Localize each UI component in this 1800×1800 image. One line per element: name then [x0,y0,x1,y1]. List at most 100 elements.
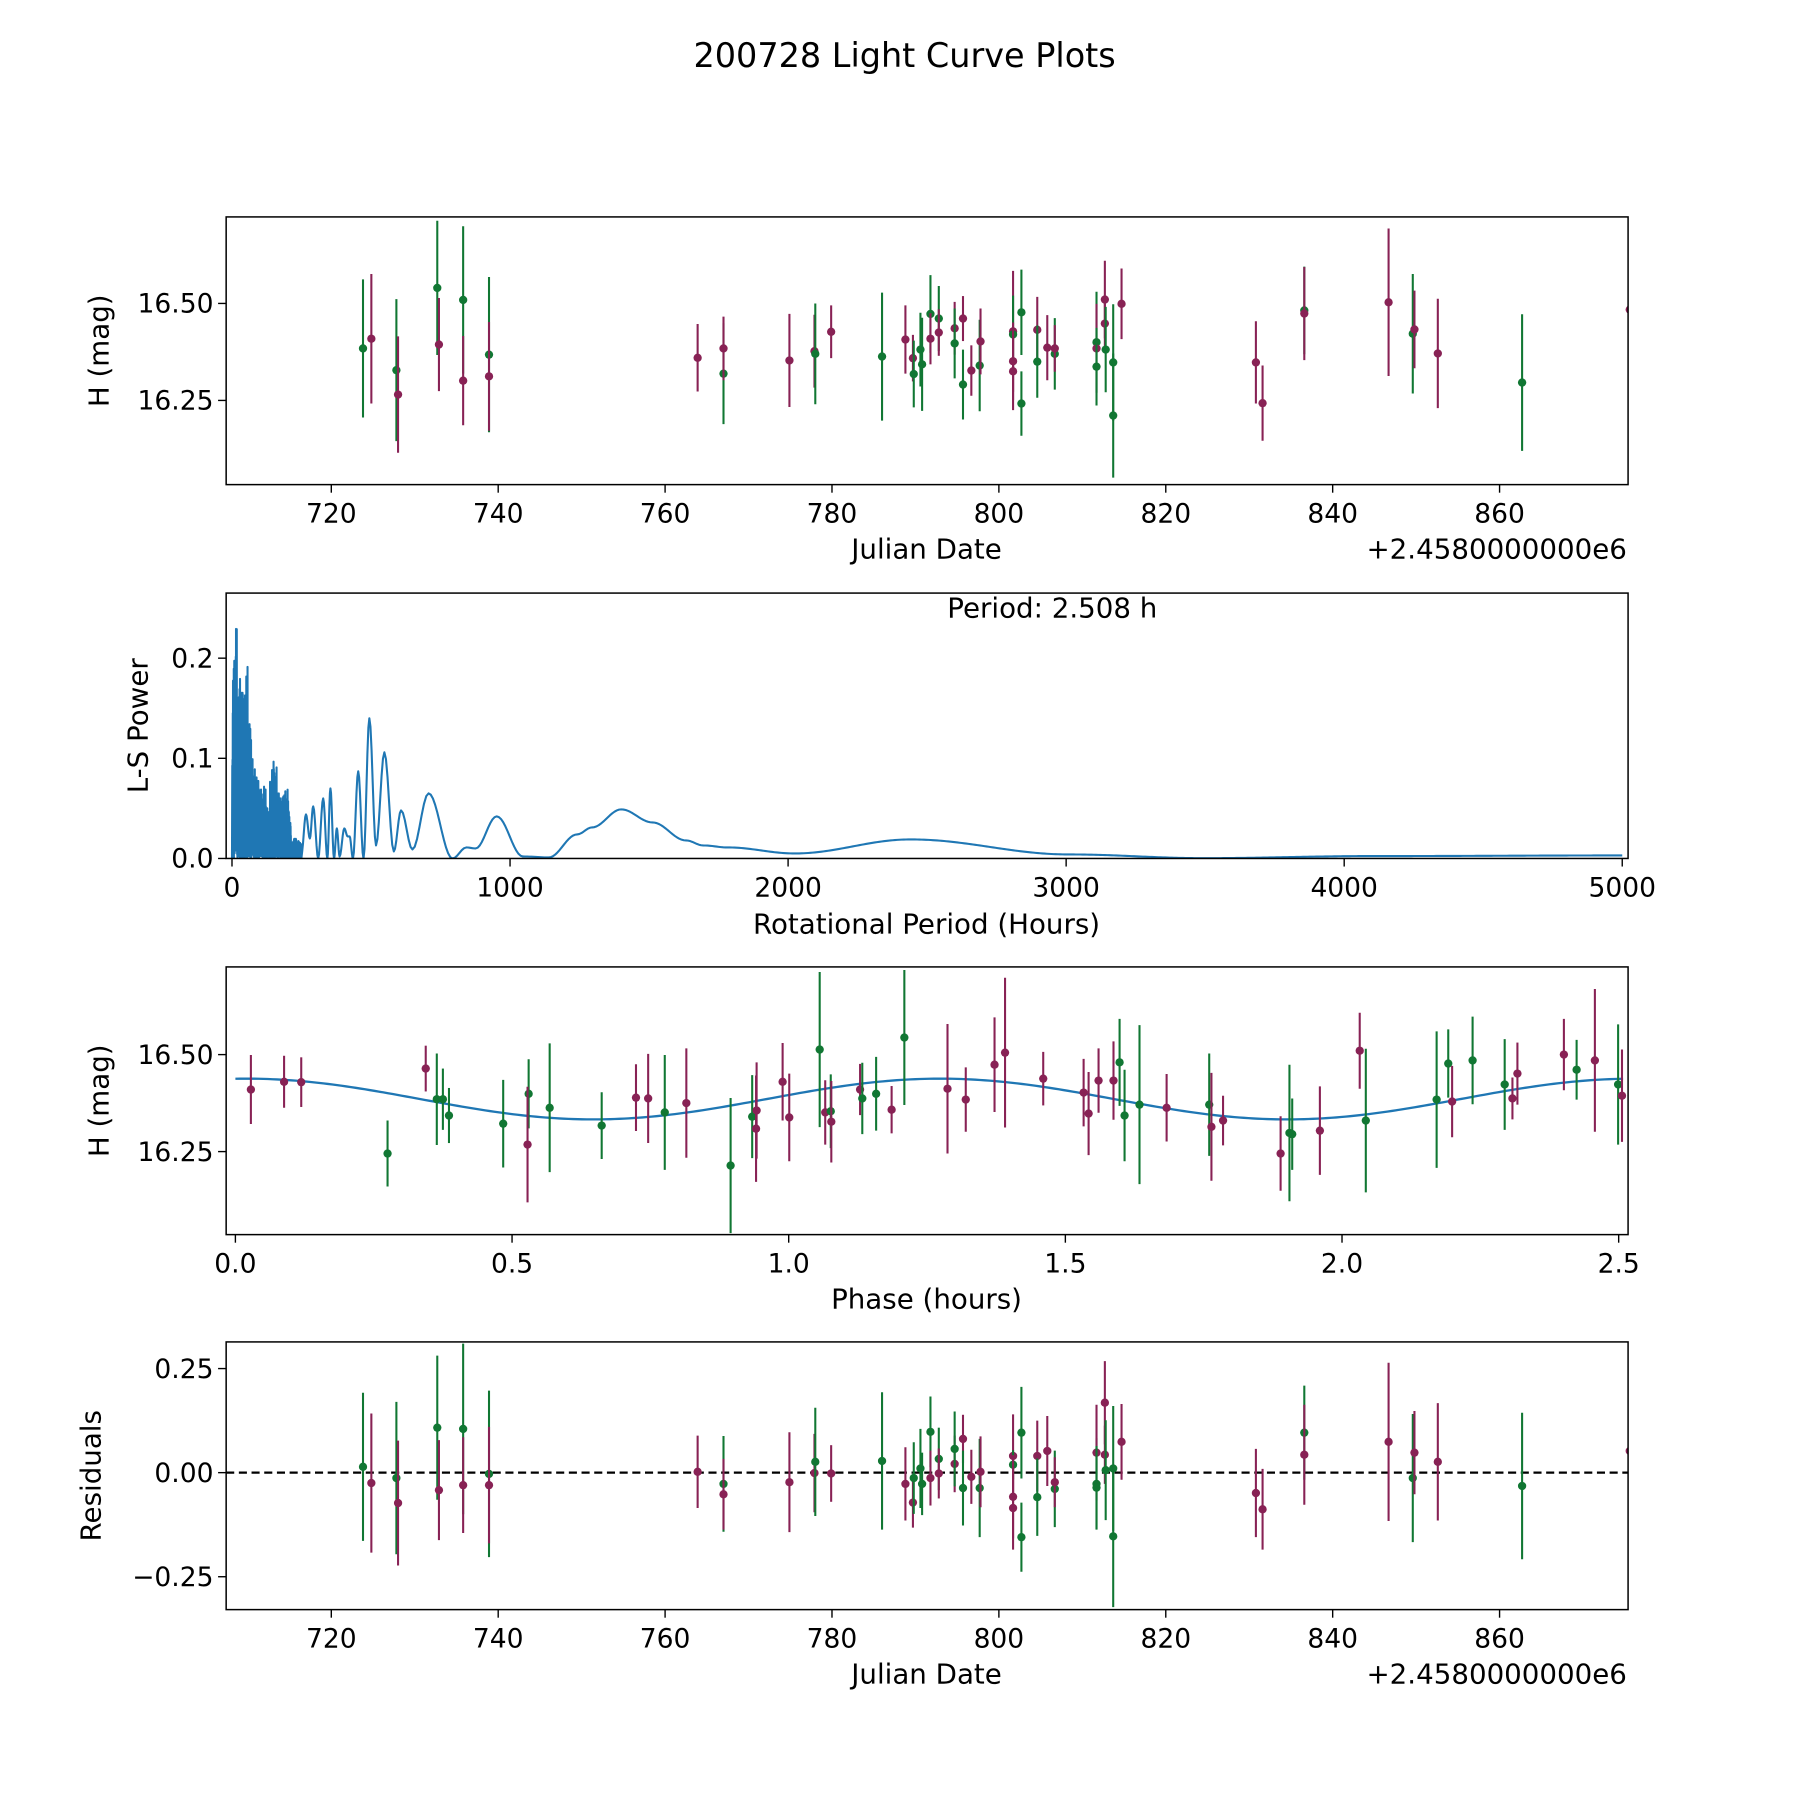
point-marker [917,360,927,369]
data-point-green [1101,1420,1110,1521]
data-point-green [1444,1029,1453,1098]
point-marker [1355,1046,1364,1055]
point-marker [524,1089,533,1098]
periodogram-plot-area [230,627,1623,859]
data-point-magenta [1079,1058,1088,1127]
point-marker [597,1121,606,1130]
x-tick-label: 1.5 [1044,1249,1086,1280]
data-point-magenta [1251,321,1261,404]
data-point-magenta [1043,315,1052,381]
data-point-magenta [1300,266,1309,361]
x-tick-label: 0.5 [491,1249,533,1280]
data-point-magenta [458,1437,468,1534]
x-tick-label: 720 [306,499,357,530]
data-point-magenta [1109,1041,1118,1120]
data-point-green [660,1054,669,1170]
point-marker [826,1469,836,1478]
data-point-magenta [926,1450,935,1506]
data-point-green [1101,306,1110,393]
point-marker [961,1095,970,1104]
point-marker [693,353,702,362]
data-point-magenta [826,1445,836,1502]
data-point-magenta [926,313,935,365]
point-marker [1572,1065,1581,1074]
data-point-magenta [246,1054,256,1125]
point-marker [1117,1437,1126,1446]
point-marker [1559,1050,1569,1059]
point-marker [1109,1532,1118,1541]
x-tick-label: 4000 [1310,873,1377,904]
data-point-green [1572,1039,1581,1100]
period-annotation: Period: 2.508 h [947,591,1157,624]
point-marker [943,1084,952,1093]
point-marker [976,337,985,346]
data-point-magenta [1508,1077,1517,1120]
x-tick-label: 0.0 [214,1249,256,1280]
point-marker [967,1472,976,1481]
x-tick-label: 780 [807,499,858,530]
y-tick-label: 16.50 [138,289,214,320]
point-marker [1258,1505,1267,1514]
data-point-green [1432,1031,1441,1168]
data-point-green [1517,1412,1527,1560]
data-point-green [545,1043,554,1173]
point-marker [1218,1116,1228,1125]
data-point-magenta [1355,1012,1364,1089]
point-marker [1162,1103,1171,1112]
data-point-green [1109,1465,1118,1608]
point-marker [434,1485,444,1495]
data-point-green [1361,1048,1370,1193]
data-point-green [877,1392,887,1530]
y-tick-label: 0.00 [154,1458,213,1489]
point-marker [484,372,494,381]
data-point-magenta [1039,1051,1048,1106]
data-point-green [383,1120,392,1187]
point-marker [1000,1048,1010,1057]
point-marker [1117,299,1126,308]
data-point-green [433,220,442,356]
data-point-magenta [1433,298,1442,409]
point-marker [1043,1446,1052,1456]
data-point-green [1613,1024,1623,1145]
data-point-magenta [719,316,728,381]
point-marker [392,366,401,375]
point-marker [458,295,468,305]
data-point-magenta [976,1436,985,1508]
point-marker [967,366,976,375]
point-marker [1017,1533,1026,1542]
data-point-green [1092,327,1101,406]
point-marker [1039,1074,1048,1083]
x-tick-label: 3000 [1032,873,1099,904]
data-point-magenta [367,1413,376,1553]
data-point-green [1288,1098,1297,1170]
data-point-magenta [943,1023,952,1154]
data-point-magenta [1162,1073,1171,1142]
point-marker [926,1427,935,1437]
data-point-magenta [421,1045,430,1092]
phased-light-curve-plot-area [235,970,1627,1234]
point-marker [958,314,968,323]
data-point-magenta [523,1086,532,1203]
x-tick-label: 800 [974,499,1025,530]
point-marker [1433,349,1442,358]
point-marker [1384,1437,1393,1446]
point-marker [811,349,820,359]
x-tick-label: 1000 [476,873,543,904]
point-marker [1008,367,1018,376]
x-tick-label: 760 [640,499,691,530]
axes-frame [225,966,1629,1236]
point-marker [358,1462,368,1471]
data-point-magenta [682,1048,691,1158]
residuals-plot-area [226,1343,1629,1608]
data-point-green [958,349,968,420]
point-marker [917,1479,927,1489]
data-point-magenta [719,1458,728,1530]
point-marker [393,390,403,399]
model-fit-curve [235,1077,1624,1121]
point-marker [990,1060,999,1069]
axes-frame [225,216,1629,486]
data-point-green [900,970,909,1106]
periodogram-curve [230,627,1623,859]
point-marker [1033,1493,1042,1502]
data-point-magenta [961,1067,970,1132]
